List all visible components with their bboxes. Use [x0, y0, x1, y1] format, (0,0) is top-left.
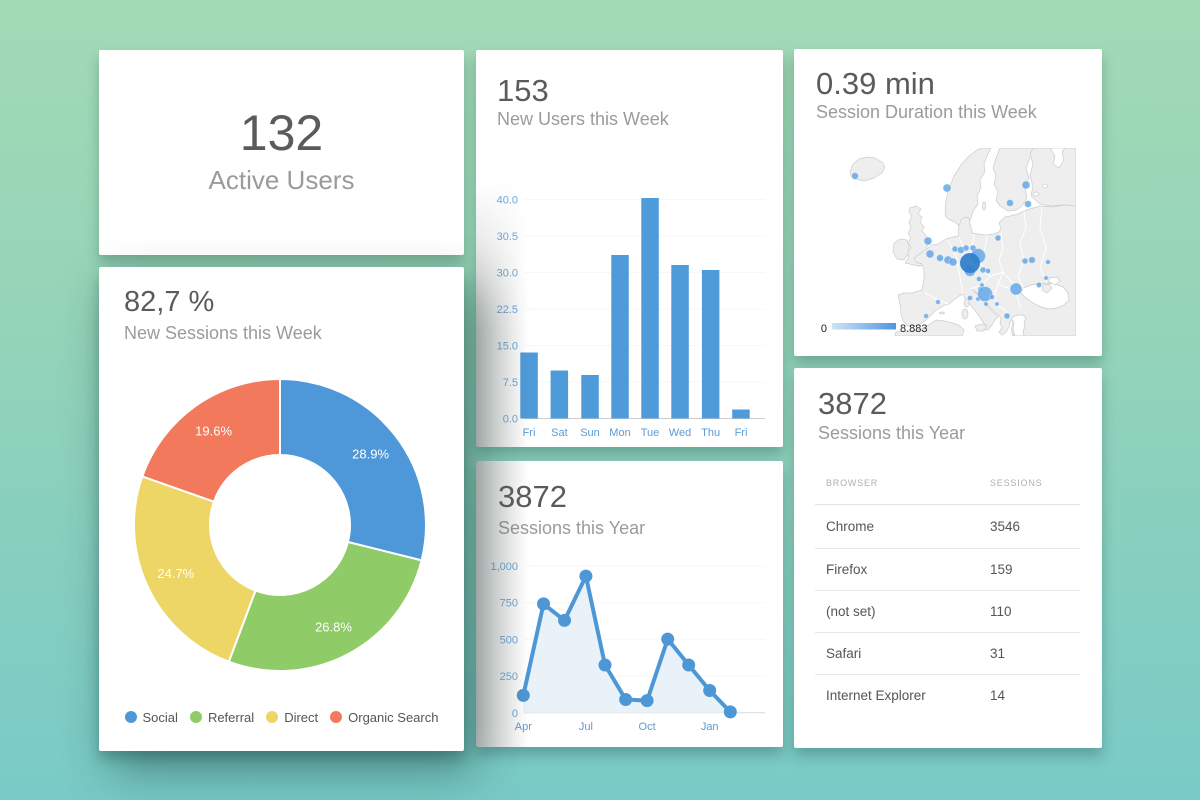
svg-text:Mon: Mon: [609, 427, 630, 439]
svg-text:0: 0: [512, 708, 518, 720]
svg-text:26.8%: 26.8%: [315, 619, 352, 634]
svg-text:Tue: Tue: [641, 427, 660, 439]
svg-text:22.5: 22.5: [497, 304, 518, 316]
svg-text:40.0: 40.0: [497, 195, 518, 207]
svg-text:28.9%: 28.9%: [352, 447, 389, 462]
svg-text:Fri: Fri: [523, 427, 536, 439]
svg-text:Jul: Jul: [579, 721, 593, 733]
svg-text:1,000: 1,000: [490, 561, 518, 573]
svg-text:30.5: 30.5: [497, 231, 518, 243]
svg-text:19.6%: 19.6%: [195, 424, 232, 439]
svg-text:Oct: Oct: [639, 721, 656, 733]
svg-text:0: 0: [821, 323, 827, 335]
svg-text:Sun: Sun: [580, 427, 600, 439]
svg-text:Thu: Thu: [701, 427, 720, 439]
svg-text:Fri: Fri: [735, 427, 748, 439]
svg-text:15.0: 15.0: [497, 341, 518, 353]
svg-text:7.5: 7.5: [503, 377, 518, 389]
svg-text:30.0: 30.0: [497, 268, 518, 280]
svg-text:24.7%: 24.7%: [157, 566, 194, 581]
svg-text:Sat: Sat: [551, 427, 568, 439]
svg-text:250: 250: [500, 671, 518, 683]
svg-text:Jan: Jan: [701, 721, 719, 733]
svg-text:Wed: Wed: [669, 427, 691, 439]
svg-text:750: 750: [500, 598, 518, 610]
svg-text:0.0: 0.0: [503, 414, 518, 426]
svg-text:500: 500: [500, 634, 518, 646]
svg-text:Apr: Apr: [515, 721, 532, 733]
svg-text:8.883: 8.883: [900, 323, 928, 335]
